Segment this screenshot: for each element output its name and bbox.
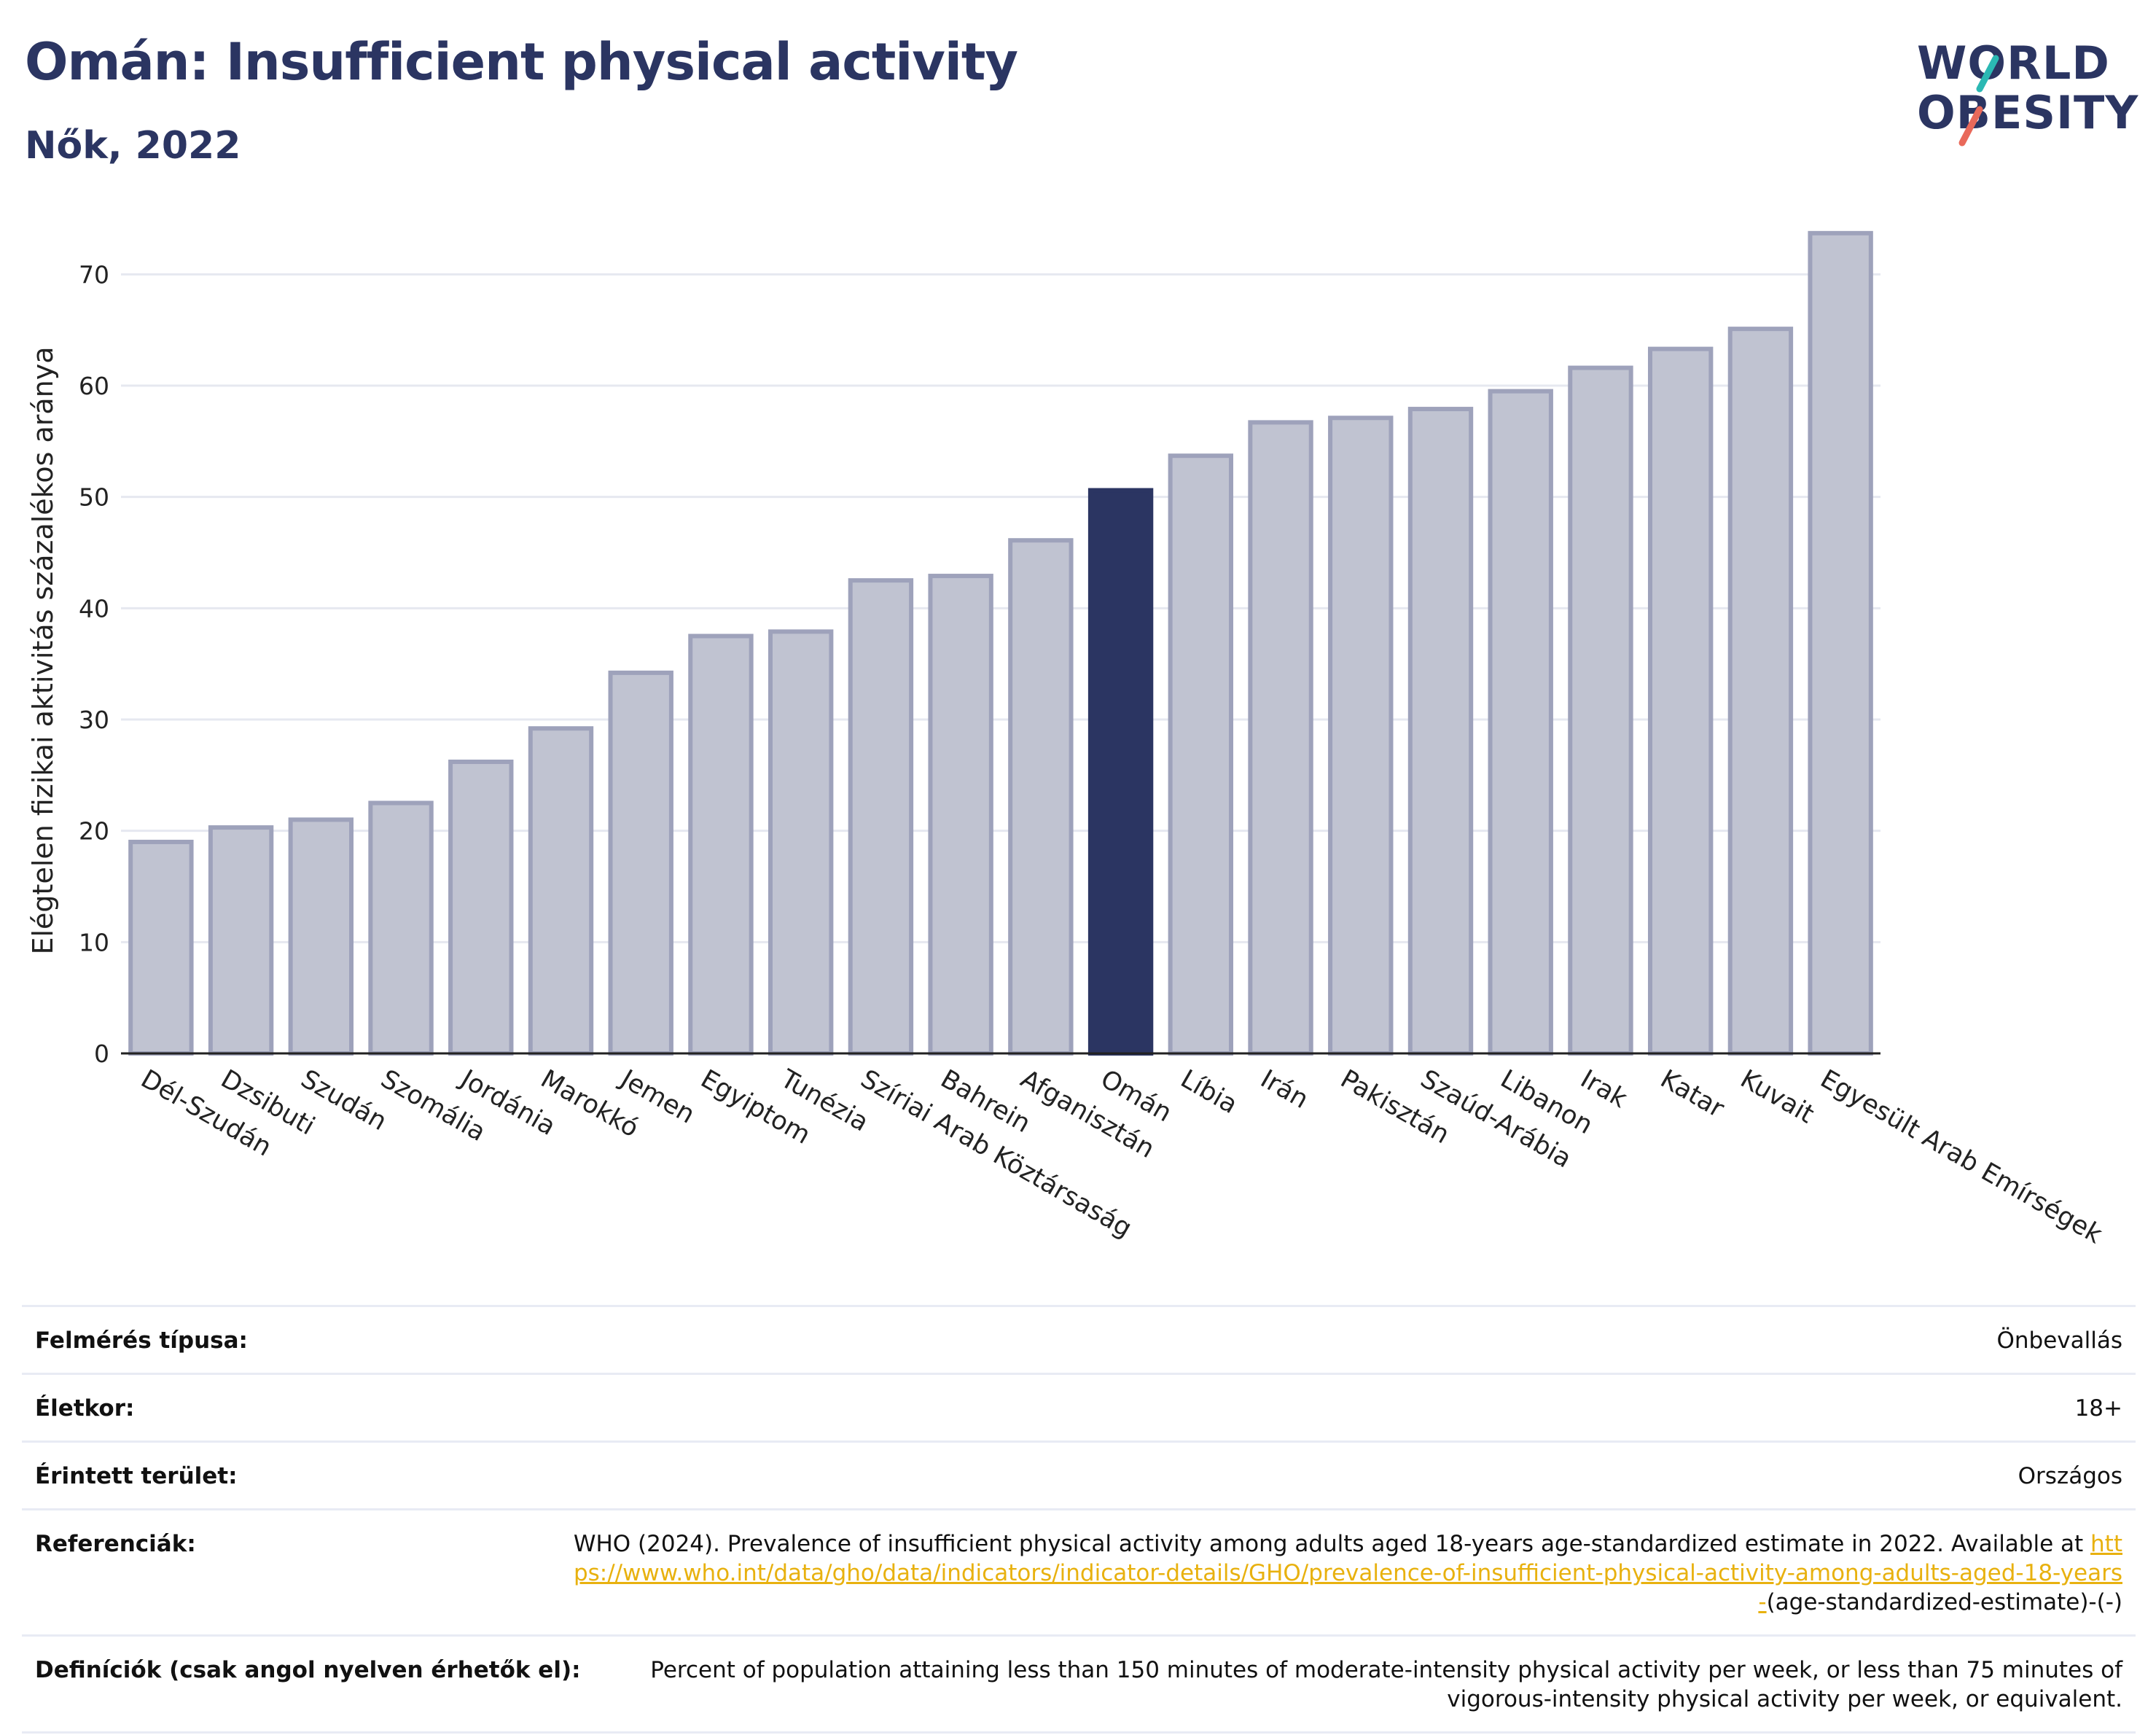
references-value: WHO (2024). Prevalence of insufficient p… bbox=[570, 1529, 2122, 1617]
bar bbox=[1328, 416, 1394, 1056]
info-row-survey: Felmérés típusa: Önbevallás bbox=[22, 1305, 2136, 1373]
chart-subtitle: Nők, 2022 bbox=[25, 124, 241, 168]
bar bbox=[608, 670, 673, 1056]
y-tick-label: 40 bbox=[79, 594, 109, 623]
x-tick-label: Líbia bbox=[1176, 1064, 1243, 1120]
y-tick-label: 10 bbox=[79, 928, 109, 956]
bar bbox=[1727, 327, 1794, 1056]
reference-text: WHO (2024). Prevalence of insufficient p… bbox=[573, 1531, 2084, 1557]
survey-type-value: Önbevallás bbox=[1996, 1327, 2122, 1354]
bar bbox=[1488, 389, 1553, 1056]
age-label: Életkor: bbox=[35, 1395, 135, 1422]
bar bbox=[128, 839, 194, 1056]
bar bbox=[1568, 365, 1633, 1056]
x-tick-label: Afganisztán bbox=[1015, 1064, 1159, 1164]
age-value: 18+ bbox=[2074, 1395, 2122, 1422]
reference-link[interactable]: https://www.who.int/data/gho/data/indica… bbox=[573, 1531, 2122, 1615]
bar bbox=[688, 633, 754, 1056]
references-label: Referenciák: bbox=[35, 1531, 196, 1557]
bar bbox=[448, 760, 514, 1056]
info-row-definitions: Definíciók (csak angol nyelven érhetők e… bbox=[22, 1634, 2136, 1734]
y-tick-label: 20 bbox=[79, 817, 109, 846]
logo-line-2: OBESITY bbox=[1917, 86, 2139, 139]
y-tick-label: 30 bbox=[79, 706, 109, 734]
chart-title: Omán: Insufficient physical activity bbox=[25, 32, 1018, 92]
bar bbox=[1248, 420, 1313, 1056]
bar bbox=[1808, 230, 1873, 1056]
info-row-references: Referenciák: WHO (2024). Prevalence of i… bbox=[22, 1508, 2136, 1634]
bar bbox=[1407, 407, 1474, 1056]
definitions-label: Definíciók (csak angol nyelven érhetők e… bbox=[35, 1657, 581, 1683]
y-tick-label: 50 bbox=[79, 483, 109, 512]
definitions-value: Percent of population attaining less tha… bbox=[650, 1657, 2122, 1712]
logo-slash-icon bbox=[1958, 55, 1999, 147]
reference-suffix: (age-standardized-estimate)-(-) bbox=[1766, 1589, 2122, 1615]
bar bbox=[1168, 453, 1234, 1056]
info-row-age: Életkor: 18+ bbox=[22, 1373, 2136, 1440]
world-obesity-logo: WORLD OBESITY bbox=[1902, 32, 2143, 156]
x-tick-label: Irán bbox=[1256, 1064, 1313, 1115]
x-tick-label: Kuvait bbox=[1735, 1064, 1819, 1129]
info-row-area: Érintett terület: Országos bbox=[22, 1440, 2136, 1508]
bar-chart: 010203040506070Dél-SzudánDzsibutiSzudánS… bbox=[27, 230, 2108, 1250]
area-label: Érintett terület: bbox=[35, 1463, 238, 1489]
bar bbox=[848, 578, 914, 1056]
bar bbox=[368, 800, 434, 1056]
y-axis-label: Elégtelen fizikai aktivitás százalékos a… bbox=[27, 346, 59, 954]
bar bbox=[768, 629, 834, 1056]
x-tick-label: Katar bbox=[1655, 1064, 1729, 1124]
logo-line-1: WORLD bbox=[1917, 36, 2110, 90]
y-tick-label: 0 bbox=[94, 1040, 109, 1068]
bar bbox=[208, 825, 274, 1056]
x-tick-label: Egyesült Arab Emírségek bbox=[1816, 1064, 2108, 1249]
y-tick-label: 70 bbox=[79, 260, 109, 289]
survey-type-label: Felmérés típusa: bbox=[35, 1327, 248, 1354]
bar bbox=[528, 726, 594, 1056]
bar bbox=[928, 574, 993, 1056]
y-tick-label: 60 bbox=[79, 372, 109, 400]
bar bbox=[1087, 488, 1154, 1056]
info-table: Felmérés típusa: Önbevallás Életkor: 18+… bbox=[22, 1305, 2136, 1734]
area-value: Országos bbox=[2018, 1463, 2122, 1489]
bar bbox=[1008, 538, 1074, 1056]
bar bbox=[1647, 346, 1714, 1056]
bar bbox=[288, 817, 354, 1056]
